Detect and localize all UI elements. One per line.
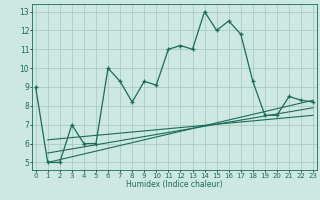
X-axis label: Humidex (Indice chaleur): Humidex (Indice chaleur): [126, 180, 223, 189]
